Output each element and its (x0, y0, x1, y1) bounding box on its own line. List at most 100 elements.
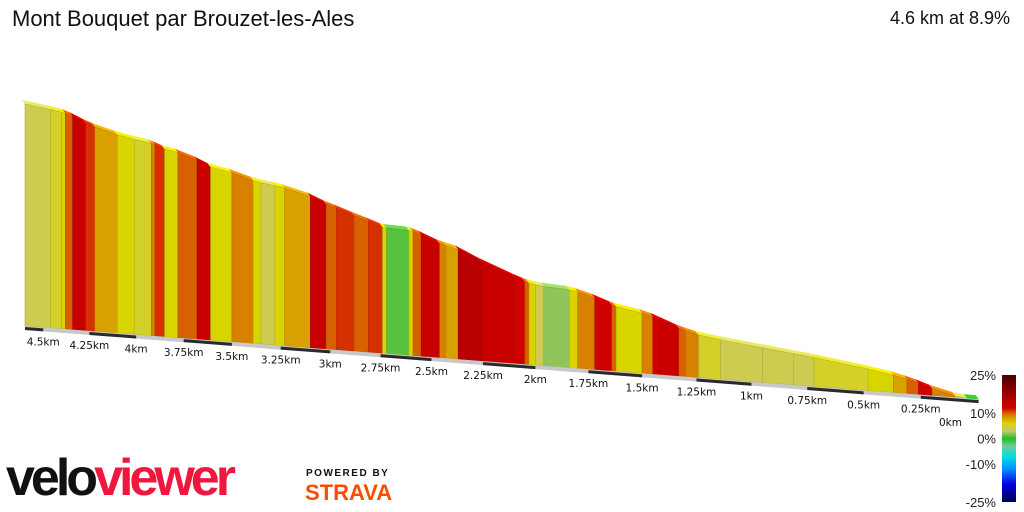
gradient-segment (325, 203, 337, 351)
gradient-segment (177, 152, 198, 340)
gradient-segment (543, 286, 570, 369)
veloviewer-logo[interactable]: veloviewer (6, 448, 236, 508)
gradient-segment (85, 122, 96, 332)
segment-top-face (379, 223, 387, 229)
x-tick-label: 2.25km (463, 370, 503, 382)
segment-top-face (271, 181, 285, 189)
distance-band (696, 378, 752, 386)
gradient-segment (439, 243, 447, 359)
segment-top-face (540, 282, 570, 290)
gradient-segment (652, 316, 660, 375)
segment-top-face (790, 349, 814, 358)
segment-top-face (281, 184, 311, 197)
segment-top-face (511, 273, 525, 282)
segment-top-face (62, 109, 73, 117)
gradient-segment (685, 330, 699, 378)
segment-top-face (591, 293, 612, 306)
gradient-segment (382, 226, 387, 355)
powered-by-label: POWERED BY (306, 468, 390, 479)
segment-top-face (174, 148, 198, 161)
gradient-segment (420, 234, 440, 359)
segment-top-face (639, 309, 653, 317)
segment-top-face (865, 365, 894, 376)
x-tick-label: 3.5km (215, 351, 248, 363)
colorbar-label: -25% (966, 495, 997, 510)
x-tick-label: 4.25km (70, 340, 110, 352)
segment-top-face (114, 130, 135, 140)
segment-top-face (58, 108, 66, 114)
gradient-segment (568, 289, 579, 369)
gradient-segment (524, 281, 530, 365)
segment-top-face (675, 324, 686, 331)
gradient-segment (762, 347, 795, 386)
gradient-segment (24, 103, 51, 329)
distance-band (89, 331, 137, 339)
gradient-segment (310, 196, 327, 350)
segment-top-face (436, 239, 446, 246)
x-tick-label: 4km (125, 344, 148, 356)
segment-top-face (455, 245, 481, 262)
segment-top-face (258, 178, 275, 186)
gradient-segment (457, 249, 482, 362)
segment-top-face (228, 168, 254, 181)
gradient-segment (698, 334, 721, 380)
gradient-segment (354, 215, 369, 353)
gradient-segment (72, 115, 86, 331)
gradient-segment (594, 297, 613, 372)
segment-top-face (333, 204, 355, 216)
distance-band (380, 354, 432, 362)
segment-top-face (890, 371, 908, 380)
segment-top-face (656, 315, 679, 329)
distance-band (920, 395, 979, 404)
gradient-segment (151, 143, 156, 337)
segment-top-face (91, 123, 118, 135)
gradient-segment (335, 207, 355, 352)
segment-top-face (915, 379, 933, 389)
segment-top-face (82, 118, 95, 128)
gradient-segment (164, 148, 179, 339)
segment-top-face (521, 277, 530, 284)
gradient-colorbar (1002, 375, 1016, 502)
x-tick-label: 2km (524, 374, 547, 386)
gradient-segment (445, 245, 459, 360)
segment-top-face (410, 227, 422, 235)
segment-top-face (649, 312, 660, 320)
gradient-segment (50, 109, 62, 330)
x-tick-label: 1.5km (626, 382, 659, 394)
distance-band (483, 362, 536, 370)
gradient-segment (678, 327, 686, 377)
gradient-segment (210, 166, 233, 343)
gradient-segment (274, 185, 285, 347)
gradient-segment (577, 291, 596, 371)
segment-top-face (307, 192, 327, 205)
gradient-segment (793, 353, 815, 387)
segment-top-face (69, 112, 86, 123)
gradient-segment (641, 312, 654, 375)
distance-band (807, 386, 864, 395)
gradient-segment (133, 139, 152, 337)
strava-logo[interactable]: STRAVA (305, 480, 393, 505)
segment-top-face (952, 392, 967, 399)
gradient-segment (611, 304, 617, 372)
segment-top-face (351, 211, 369, 222)
gradient-segment (514, 276, 526, 365)
gradient-segment (386, 227, 410, 356)
segment-top-face (695, 331, 721, 340)
gradient-segment (117, 134, 135, 335)
segment-top-face (566, 285, 578, 293)
gradient-segment (615, 306, 643, 374)
gradient-segment (154, 144, 165, 338)
colorbar-label: 10% (970, 406, 996, 421)
gradient-segment (535, 284, 545, 367)
gradient-segment (412, 231, 422, 357)
segment-top-face (194, 156, 211, 168)
x-tick-label: 3.25km (261, 355, 301, 367)
gradient-segment (260, 182, 276, 346)
segment-top-face (759, 343, 794, 354)
gradient-segment (61, 111, 66, 330)
x-tick-label: 1.75km (569, 378, 609, 390)
segment-top-face (161, 145, 178, 153)
segment-top-face (574, 288, 595, 298)
gradient-segment (196, 159, 211, 341)
logo-velo: velo (6, 449, 98, 507)
